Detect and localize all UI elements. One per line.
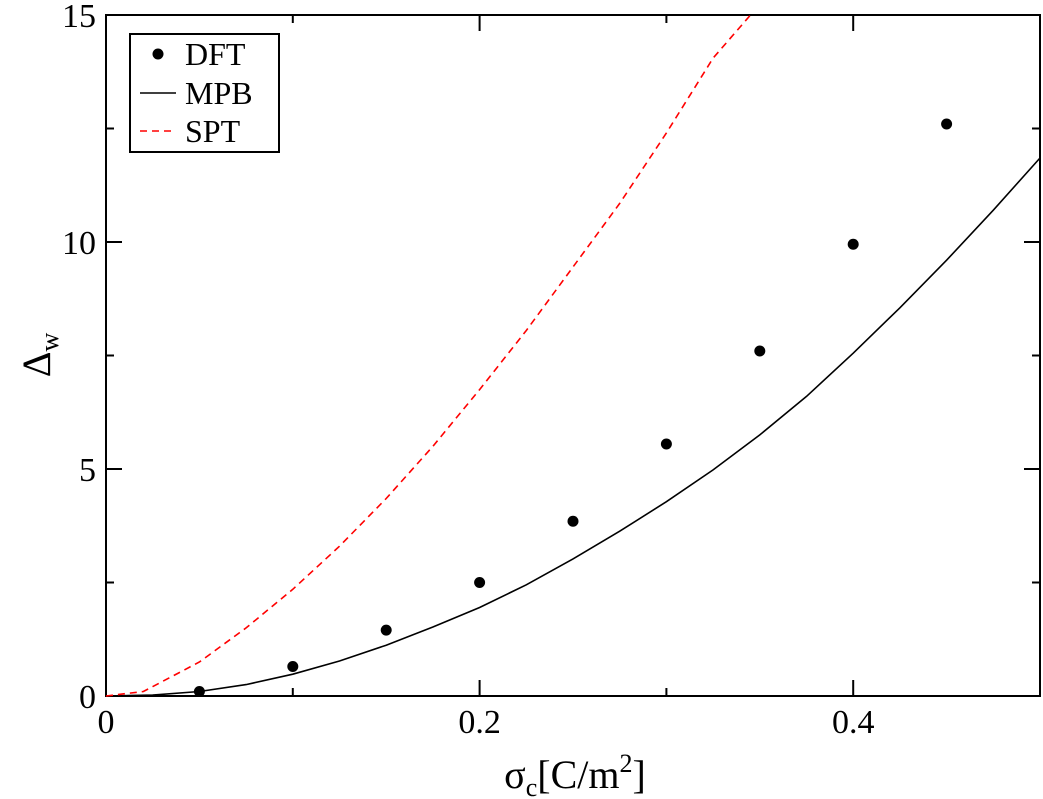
y-axis-title: Δw: [14, 333, 64, 378]
series-lines: [105, 14, 1041, 697]
data-point-dft: [660, 438, 672, 450]
data-point-dft: [941, 118, 953, 130]
series-points: [193, 118, 953, 697]
legend-dft-marker: [152, 48, 164, 60]
x-tick-label: 0: [98, 704, 115, 741]
data-point-dft: [193, 685, 205, 697]
series-line-spt: [105, 14, 752, 697]
legend-spt-label: SPT: [185, 113, 241, 149]
x-tick-label: 0.4: [832, 704, 875, 741]
y-tick-label: 10: [62, 225, 96, 262]
y-tick-label: 0: [79, 679, 96, 716]
x-tick-label: 0.2: [458, 704, 501, 741]
legend-mpb-label: MPB: [185, 75, 253, 111]
legend-dft-label: DFT: [185, 36, 246, 72]
axis-ticks: 0 0.2 0.4 0 5 10 15: [62, 0, 1041, 741]
y-axis-title-sub: w: [35, 333, 64, 352]
x-axis-title-unit-end: ]: [633, 752, 646, 797]
y-axis-title-main: Δ: [14, 352, 59, 378]
legend: DFT MPB SPT: [129, 33, 280, 153]
data-point-dft: [567, 515, 579, 527]
x-axis-title: σc[C/m2]: [504, 749, 646, 799]
data-point-dft: [287, 660, 299, 672]
series-line-mpb: [105, 157, 1041, 697]
data-point-dft: [474, 577, 486, 588]
data-point-dft: [847, 238, 859, 250]
y-tick-label: 5: [79, 452, 96, 489]
x-axis-title-sub: c: [526, 773, 538, 799]
data-point-dft: [380, 624, 392, 636]
x-axis-title-unit-sup: 2: [620, 749, 633, 778]
x-axis-title-unit-start: [C/m: [537, 752, 619, 797]
data-point-dft: [754, 345, 766, 357]
x-axis-title-main: σ: [504, 752, 526, 797]
y-tick-label: 15: [62, 0, 96, 35]
